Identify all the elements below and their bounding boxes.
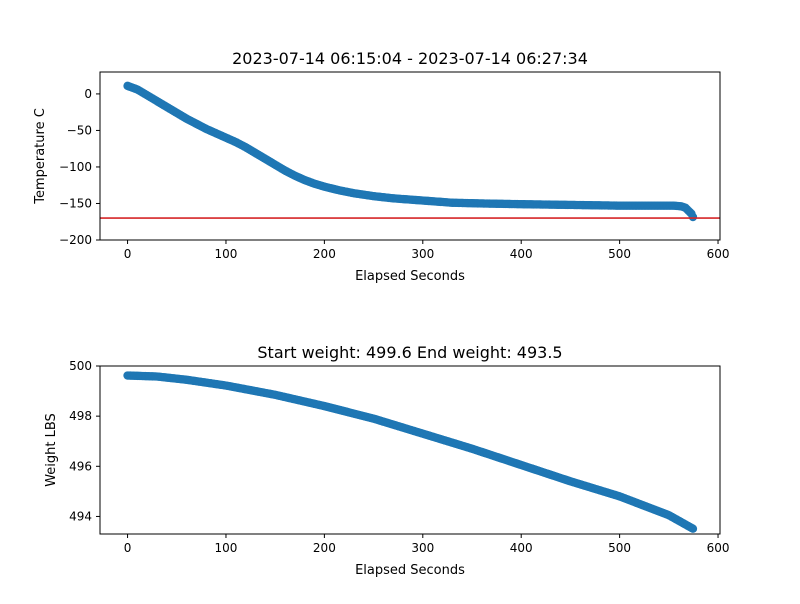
- temperature-y-tick-label: −50: [67, 123, 92, 137]
- weight-plot-frame: [99, 365, 721, 535]
- weight-y-tick-label: 496: [69, 459, 92, 473]
- weight-y-tick-label: 498: [69, 409, 92, 423]
- temperature-y-axis-label: Temperature C: [33, 108, 48, 205]
- temperature-y-tick-label: −150: [59, 196, 92, 210]
- temperature-y-tick-label: −100: [59, 160, 92, 174]
- temperature-x-tick-label: 0: [124, 247, 132, 261]
- weight-data-point: [688, 524, 698, 533]
- temperature-x-tick-label: 100: [215, 247, 238, 261]
- temperature-x-tick-label: 600: [707, 247, 730, 261]
- weight-panel: Start weight: 499.6 End weight: 493.5 0 1…: [44, 343, 729, 578]
- temperature-y-tick-label: 0: [84, 87, 92, 101]
- weight-x-tick-label: 400: [510, 541, 533, 555]
- temperature-x-axis-label: Elapsed Seconds: [355, 269, 465, 284]
- weight-x-axis-label: Elapsed Seconds: [355, 563, 465, 578]
- weight-y-tick-label: 500: [69, 359, 92, 373]
- weight-x-tick-label: 0: [124, 541, 132, 555]
- temperature-panel: 2023-07-14 06:15:04 - 2023-07-14 06:27:3…: [33, 49, 729, 284]
- temperature-x-tick-label: 400: [510, 247, 533, 261]
- temperature-chart-title: 2023-07-14 06:15:04 - 2023-07-14 06:27:3…: [232, 49, 588, 68]
- weight-x-tick-label: 200: [313, 541, 336, 555]
- weight-x-tick-label: 300: [411, 541, 434, 555]
- temperature-x-tick-label: 300: [411, 247, 434, 261]
- weight-x-tick-label: 600: [707, 541, 730, 555]
- weight-x-tick-label: 100: [215, 541, 238, 555]
- temperature-x-tick-label: 200: [313, 247, 336, 261]
- temperature-data-point: [688, 212, 698, 222]
- temperature-y-tick-label: −200: [59, 233, 92, 247]
- weight-chart-title: Start weight: 499.6 End weight: 493.5: [257, 343, 562, 362]
- temperature-plot-frame: [99, 71, 721, 241]
- weight-x-tick-label: 500: [608, 541, 631, 555]
- weight-y-axis-label: Weight LBS: [44, 413, 59, 487]
- weight-y-tick-label: 494: [69, 509, 92, 523]
- temperature-x-tick-label: 500: [608, 247, 631, 261]
